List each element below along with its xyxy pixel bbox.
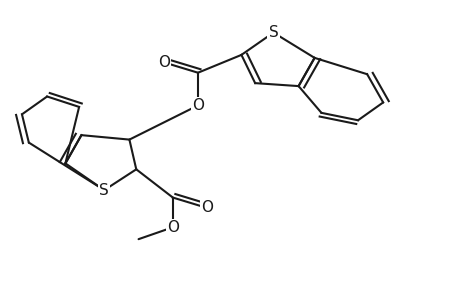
- Text: O: O: [167, 220, 179, 235]
- Text: O: O: [157, 55, 169, 70]
- Text: O: O: [201, 200, 213, 215]
- Text: O: O: [191, 98, 203, 113]
- Text: S: S: [99, 183, 109, 198]
- Text: S: S: [268, 25, 278, 40]
